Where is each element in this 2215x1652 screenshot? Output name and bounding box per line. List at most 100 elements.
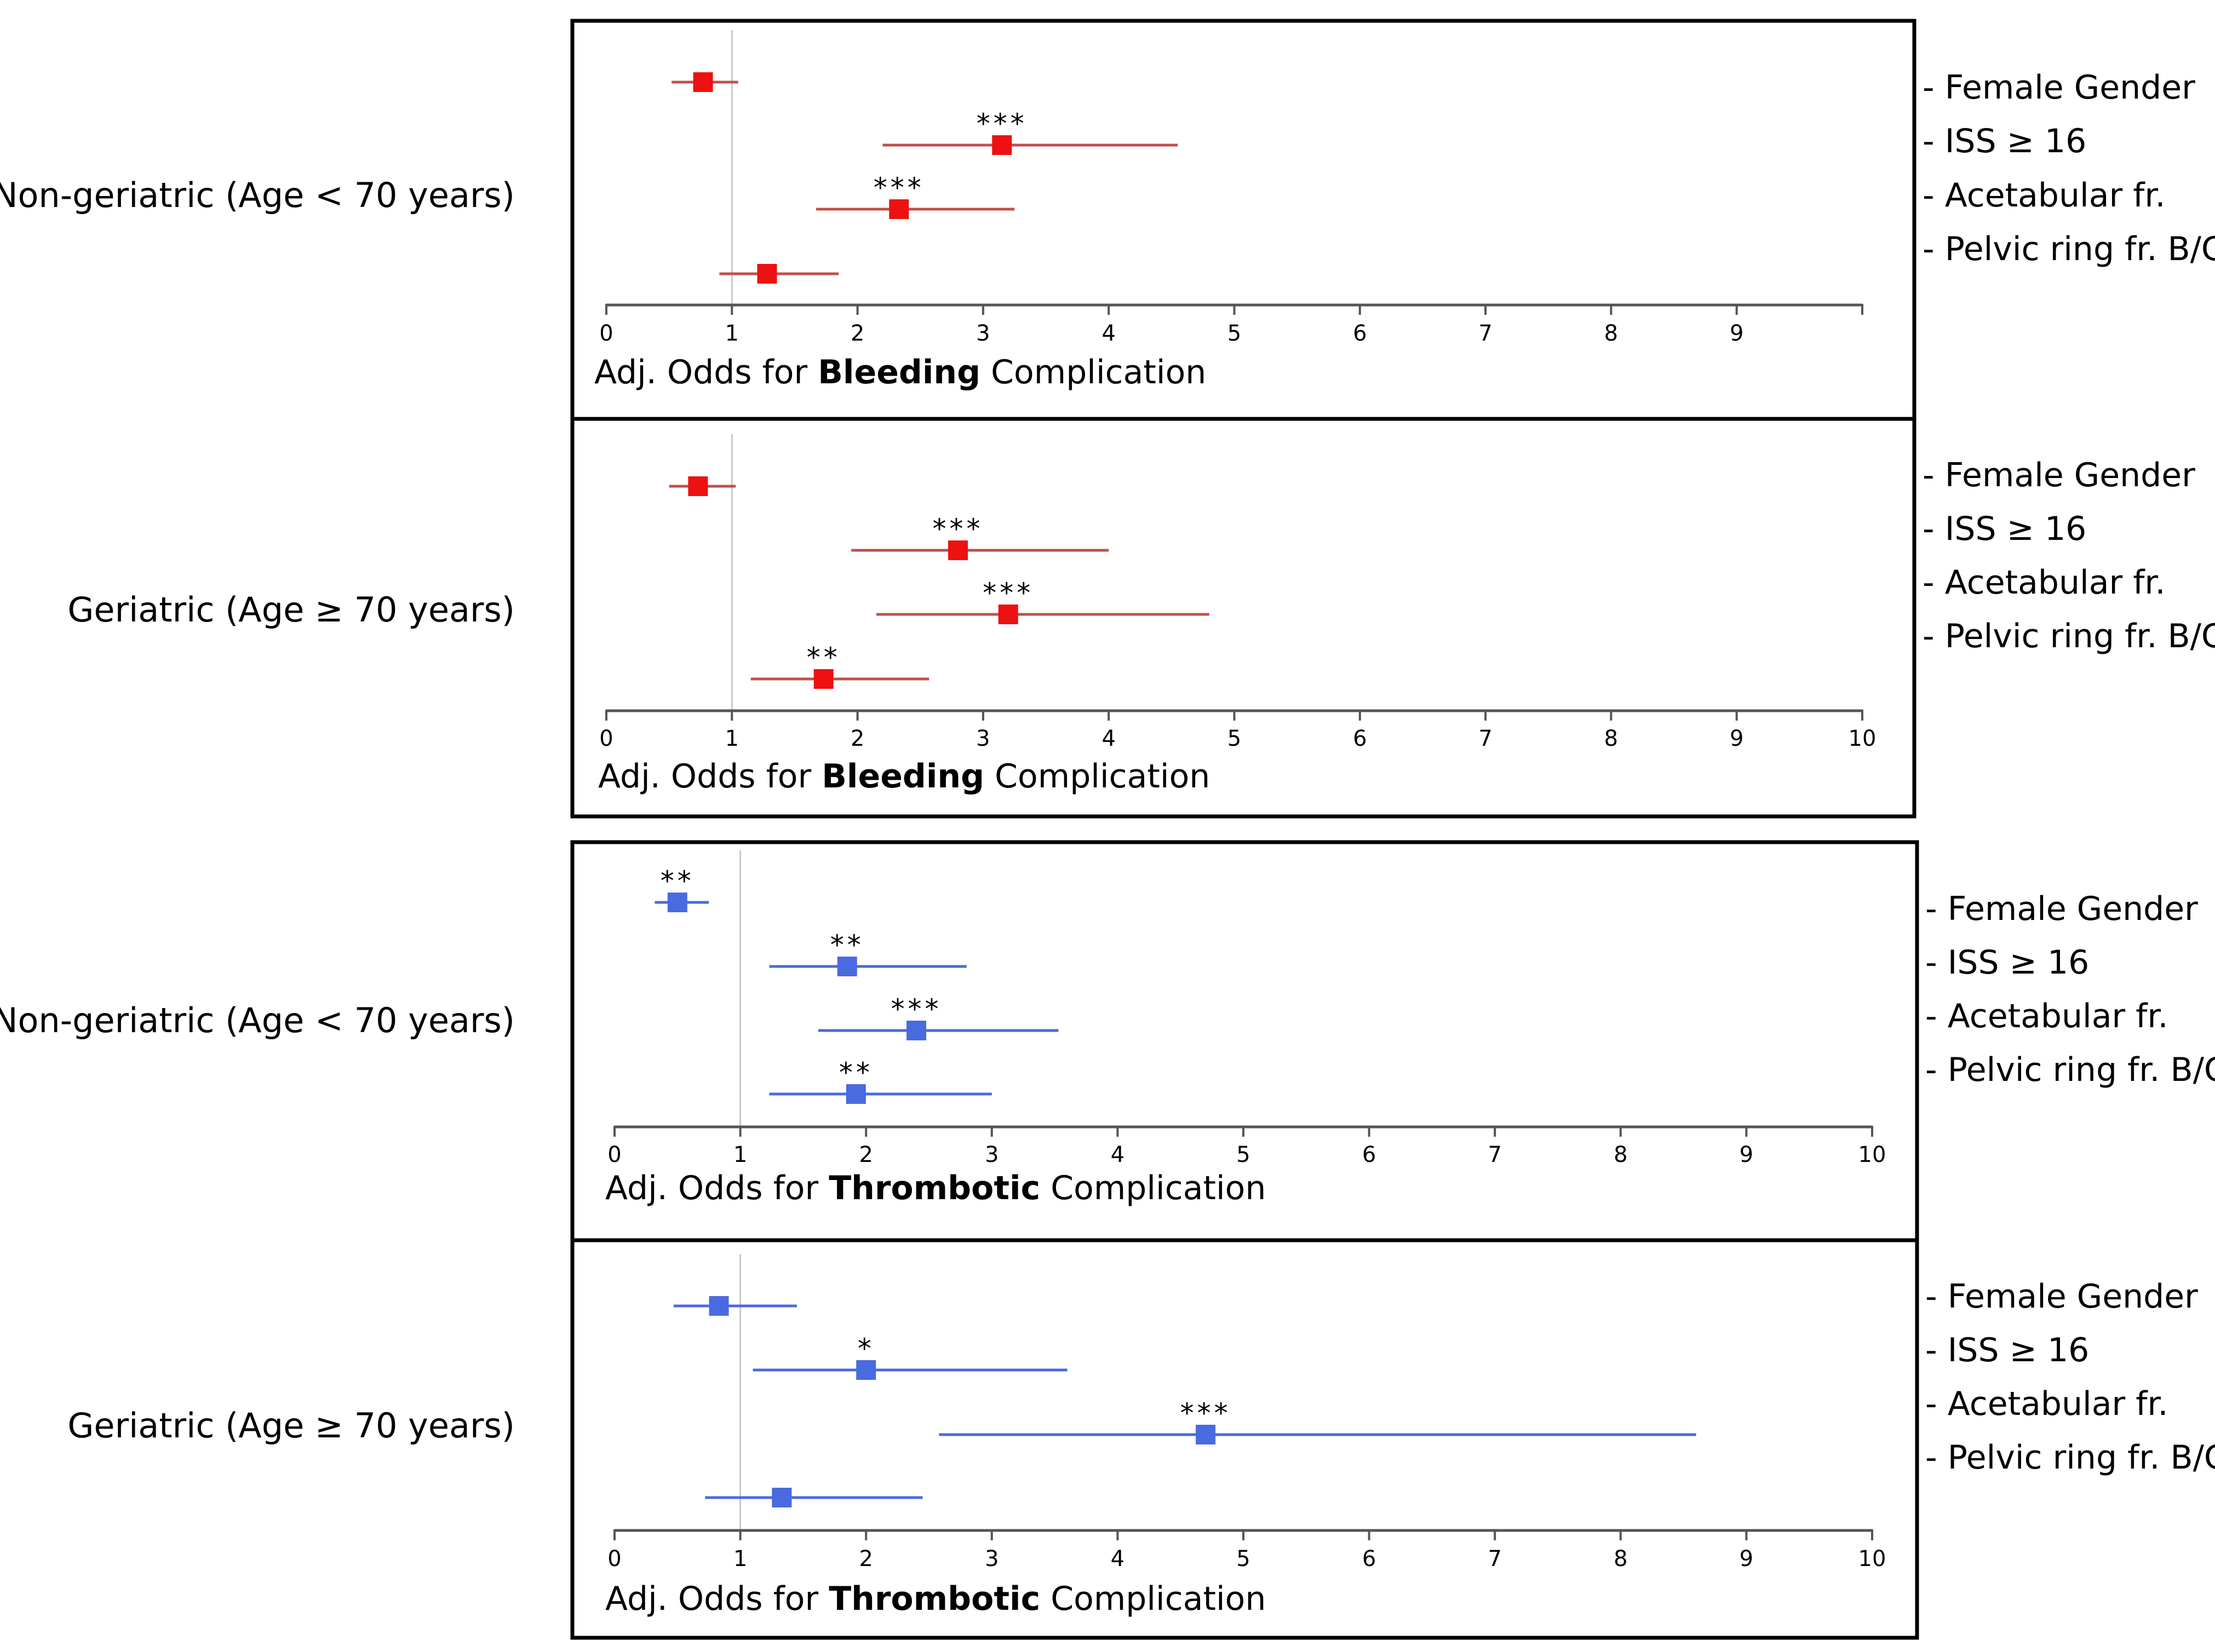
category-label: - Female Gender — [1925, 890, 2198, 928]
category-label: - Pelvic ring fr. B/C — [1925, 1051, 2215, 1089]
x-tick-label: 1 — [725, 726, 739, 751]
x-tick-label: 4 — [1101, 726, 1115, 751]
x-tick-label: 9 — [1740, 1546, 1753, 1572]
category-label: - Acetabular fr. — [1923, 563, 2166, 602]
category-label: - Pelvic ring fr. B/C — [1923, 230, 2215, 268]
x-tick-label: 0 — [599, 726, 613, 751]
panel-bleeding-non-geriatric: 0 1 2 3 4 5 6 7 8 9 Adj. Odds for Bleeding Complic… — [594, 30, 2215, 392]
x-tick-label: 0 — [607, 1142, 621, 1167]
x-axis-title: Adj. Odds for Bleeding Complication — [598, 757, 1210, 796]
x-tick-label: 8 — [1614, 1142, 1627, 1167]
x-tick-label: 10 — [1849, 726, 1877, 751]
significance-marker: *** — [977, 108, 1028, 140]
x-tick-label: 1 — [733, 1546, 747, 1572]
x-tick-label: 6 — [1353, 321, 1367, 346]
significance-marker: ** — [839, 1057, 873, 1089]
category-label: - ISS ≥ 16 — [1925, 943, 2089, 982]
x-tick-label: 7 — [1478, 321, 1492, 346]
odds-ratio-point — [1196, 1425, 1216, 1444]
category-label: - Pelvic ring fr. B/C — [1925, 1438, 2215, 1477]
x-tick-label: 9 — [1730, 726, 1743, 751]
odds-ratio-point — [889, 199, 909, 219]
x-tick-label: 8 — [1614, 1546, 1627, 1572]
significance-marker: *** — [983, 577, 1034, 609]
odds-ratio-point — [856, 1360, 876, 1380]
category-label: - ISS ≥ 16 — [1923, 122, 2086, 160]
odds-ratio-point — [693, 72, 713, 92]
x-tick-label: 0 — [599, 321, 613, 346]
x-tick-label: 6 — [1362, 1142, 1376, 1167]
odds-ratio-point — [846, 1084, 866, 1104]
x-tick-label: 9 — [1740, 1142, 1753, 1167]
significance-marker: *** — [1180, 1397, 1231, 1429]
x-tick-label: 4 — [1111, 1546, 1124, 1572]
x-tick-label: 5 — [1236, 1142, 1250, 1167]
group-label-bottom-non-geriatric: Non-geriatric (Age < 70 years) — [0, 1000, 515, 1040]
panel-bleeding-geriatric: 0 1 2 3 4 5 6 7 8 9 10 Adj. Odds for Bleeding Compl… — [598, 434, 2215, 796]
odds-ratio-point — [813, 669, 834, 689]
x-tick-label: 10 — [1858, 1546, 1886, 1572]
x-tick-label: 9 — [1730, 321, 1743, 346]
x-tick-label: 0 — [607, 1546, 621, 1572]
x-tick-label: 1 — [725, 321, 739, 346]
category-label: - Female Gender — [1923, 456, 2195, 494]
category-label: - ISS ≥ 16 — [1925, 1331, 2089, 1369]
x-tick-label: 5 — [1227, 726, 1241, 751]
significance-marker: ** — [807, 642, 841, 674]
x-tick-label: 10 — [1858, 1142, 1886, 1167]
odds-ratio-point — [667, 893, 687, 912]
significance-marker: *** — [933, 513, 984, 545]
odds-ratio-point — [992, 135, 1012, 155]
x-tick-label: 1 — [733, 1142, 747, 1167]
x-tick-label: 4 — [1111, 1142, 1124, 1167]
panel-thrombotic-non-geriatric: 0 1 2 3 4 5 6 7 8 9 10 Adj. Odds for Thrombotic Com… — [605, 850, 2215, 1207]
x-tick-label: 4 — [1101, 321, 1115, 346]
category-label: - Female Gender — [1923, 68, 2195, 107]
category-label: - Acetabular fr. — [1925, 1385, 2168, 1423]
significance-marker: *** — [891, 993, 942, 1025]
x-tick-label: 8 — [1604, 321, 1618, 346]
group-label-top-geriatric: Geriatric (Age ≥ 70 years) — [67, 590, 515, 630]
x-tick-label: 2 — [851, 321, 864, 346]
odds-ratio-point — [837, 957, 857, 976]
significance-marker: *** — [874, 172, 925, 204]
thrombotic-panel-frame — [570, 840, 1919, 1640]
x-axis-title: Adj. Odds for Thrombotic Complication — [605, 1580, 1266, 1618]
x-tick-label: 7 — [1488, 1546, 1501, 1572]
x-tick-label: 5 — [1236, 1546, 1250, 1572]
odds-ratio-point — [709, 1296, 729, 1316]
odds-ratio-point — [948, 540, 968, 560]
group-label-bottom-geriatric: Geriatric (Age ≥ 70 years) — [67, 1406, 515, 1446]
significance-marker: ** — [830, 929, 864, 961]
x-tick-label: 3 — [976, 726, 990, 751]
panel-thrombotic-geriatric: 0 1 2 3 4 5 6 7 8 9 10 Adj. Odds for Thrombotic Com… — [605, 1254, 2215, 1618]
x-tick-label: 6 — [1353, 726, 1367, 751]
group-label-top-non-geriatric: Non-geriatric (Age < 70 years) — [0, 175, 515, 215]
x-tick-label: 2 — [859, 1142, 873, 1167]
x-tick-label: 7 — [1488, 1142, 1501, 1167]
category-label: - Acetabular fr. — [1925, 997, 2168, 1035]
x-tick-label: 2 — [851, 726, 864, 751]
x-tick-label: 6 — [1362, 1546, 1376, 1572]
odds-ratio-point — [688, 476, 708, 496]
x-tick-label: 3 — [985, 1546, 999, 1572]
x-axis-title: Adj. Odds for Thrombotic Complication — [605, 1169, 1266, 1207]
x-tick-label: 2 — [859, 1546, 873, 1572]
category-label: - Pelvic ring fr. B/C — [1923, 617, 2215, 655]
x-axis-title: Adj. Odds for Bleeding Complication — [594, 353, 1206, 392]
odds-ratio-point — [772, 1488, 792, 1507]
category-label: - ISS ≥ 16 — [1923, 510, 2086, 548]
x-tick-label: 3 — [985, 1142, 999, 1167]
odds-ratio-point — [998, 605, 1018, 624]
significance-marker: * — [858, 1333, 875, 1365]
odds-ratio-point — [757, 264, 777, 284]
category-label: - Acetabular fr. — [1923, 176, 2166, 215]
significance-marker: ** — [661, 865, 695, 897]
x-tick-label: 7 — [1478, 726, 1492, 751]
category-label: - Female Gender — [1925, 1277, 2198, 1316]
odds-ratio-point — [906, 1021, 927, 1040]
bleeding-panel-frame — [570, 19, 1916, 819]
x-tick-label: 8 — [1604, 726, 1618, 751]
x-tick-label: 5 — [1227, 321, 1241, 346]
